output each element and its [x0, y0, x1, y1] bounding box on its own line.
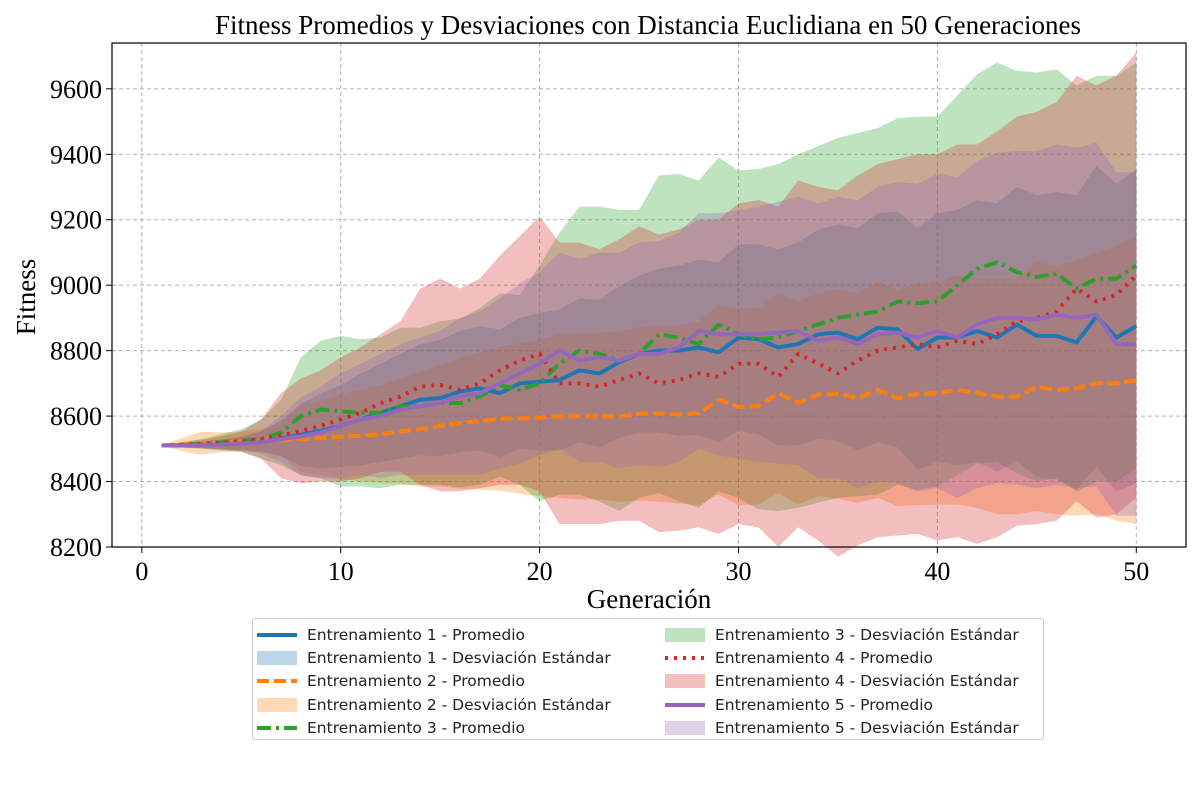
y-tick-label: 9000: [50, 271, 102, 300]
legend-band-swatch: [665, 721, 705, 736]
legend-item: Entrenamiento 5 - Promedio: [665, 693, 1019, 716]
y-tick-label: 9200: [50, 206, 102, 235]
std-band-2: [161, 236, 1137, 525]
legend-band-swatch: [257, 697, 297, 712]
legend-item: Entrenamiento 1 - Desviación Estándar: [257, 646, 611, 669]
mean-line-4: [161, 273, 1138, 448]
axis-ticks: 0 10 20 30 40 50 8200 8400 8600 8800 9000 9200 9400 9…: [50, 75, 1149, 586]
y-tick-label: 8600: [50, 402, 102, 431]
legend-band-swatch: [665, 627, 705, 642]
y-tick-label: 8200: [50, 533, 102, 562]
mean-line-2: [161, 378, 1137, 448]
y-tick-label: 8400: [50, 468, 102, 497]
chart-title: Fitness Promedios y Desviaciones con Dis…: [215, 10, 1081, 40]
legend-label: Entrenamiento 4 - Promedio: [715, 649, 933, 668]
legend-label: Entrenamiento 5 - Promedio: [715, 695, 933, 714]
y-tick-label: 8800: [50, 337, 102, 366]
legend-item: Entrenamiento 2 - Desviación Estándar: [257, 693, 611, 716]
legend-label: Entrenamiento 5 - Desviación Estándar: [715, 719, 1019, 738]
legend-item: Entrenamiento 4 - Desviación Estándar: [665, 670, 1019, 693]
legend-item: Entrenamiento 1 - Promedio: [257, 623, 611, 646]
x-tick-label: 10: [328, 557, 354, 586]
x-tick-label: 40: [924, 557, 950, 586]
legend-label: Entrenamiento 3 - Promedio: [307, 719, 525, 738]
legend-line-swatch: [257, 674, 297, 688]
x-tick-label: 0: [135, 557, 148, 586]
legend: Entrenamiento 1 - Promedio Entrenamiento …: [252, 618, 1044, 740]
legend-band-swatch: [257, 651, 297, 666]
mean-line-3: [161, 260, 1138, 448]
legend-label: Entrenamiento 2 - Promedio: [307, 672, 525, 691]
legend-label: Entrenamiento 4 - Desviación Estándar: [715, 672, 1019, 691]
x-tick-label: 20: [527, 557, 553, 586]
legend-line-swatch: [257, 628, 297, 642]
legend-line-swatch: [257, 721, 297, 735]
mean-lines: [161, 260, 1138, 448]
x-axis-label: Generación: [587, 584, 712, 614]
std-bands: [161, 52, 1137, 557]
legend-label: Entrenamiento 2 - Desviación Estándar: [307, 695, 611, 714]
legend-item: Entrenamiento 2 - Promedio: [257, 670, 611, 693]
mean-line-5: [161, 312, 1137, 448]
legend-label: Entrenamiento 1 - Promedio: [307, 625, 525, 644]
legend-line-swatch: [665, 651, 705, 665]
y-tick-label: 9400: [50, 140, 102, 169]
legend-band-swatch: [665, 674, 705, 689]
legend-item: Entrenamiento 3 - Desviación Estándar: [665, 623, 1019, 646]
y-tick-label: 9600: [50, 75, 102, 104]
legend-label: Entrenamiento 3 - Desviación Estándar: [715, 625, 1019, 644]
y-axis-label: Fitness: [11, 259, 41, 336]
std-band-3: [161, 62, 1137, 511]
legend-item: Entrenamiento 5 - Desviación Estándar: [665, 717, 1019, 740]
legend-column-right: Entrenamiento 3 - Desviación Estándar Ent…: [665, 623, 1019, 740]
legend-label: Entrenamiento 1 - Desviación Estándar: [307, 649, 611, 668]
plot-frame: [111, 42, 1187, 548]
legend-column-left: Entrenamiento 1 - Promedio Entrenamiento …: [257, 623, 611, 740]
legend-item: Entrenamiento 4 - Promedio: [665, 646, 1019, 669]
x-tick-label: 30: [726, 557, 752, 586]
std-band-5: [161, 142, 1137, 516]
x-tick-label: 50: [1123, 557, 1149, 586]
legend-line-swatch: [665, 698, 705, 712]
legend-item: Entrenamiento 3 - Promedio: [257, 717, 611, 740]
